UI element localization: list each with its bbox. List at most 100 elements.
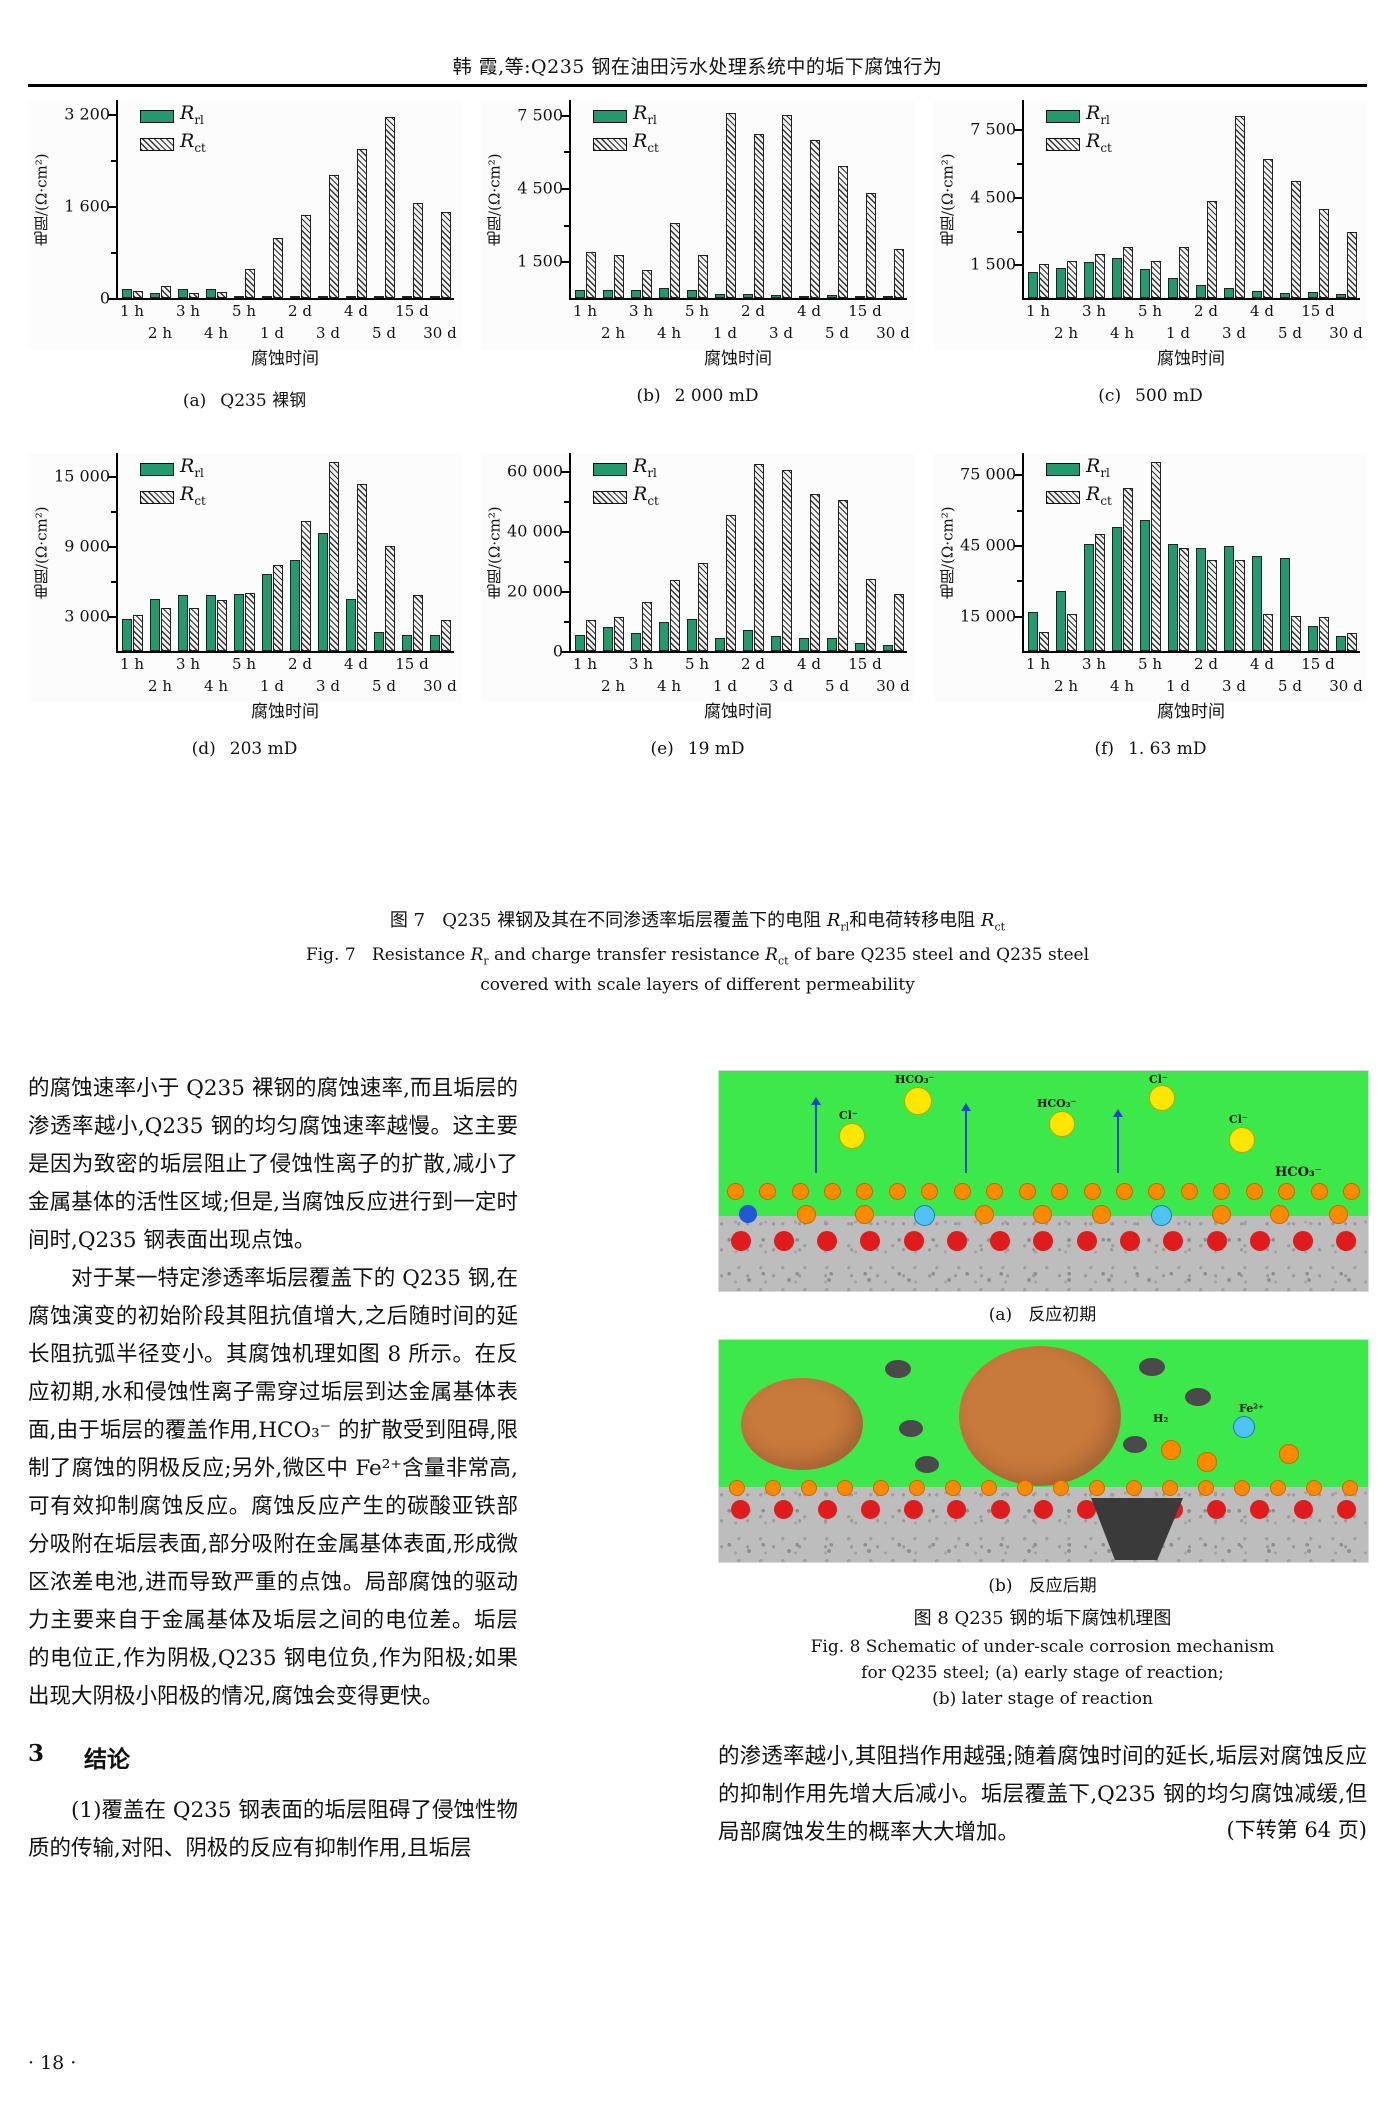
y-tick-mark — [108, 546, 117, 549]
x-tick-label: 4 d — [344, 302, 368, 320]
figure-8-panel-b-caption: (b) 反应后期 — [718, 1571, 1367, 1596]
bar-group-container — [1024, 100, 1360, 298]
y-tick-label: 1 500 — [517, 251, 563, 271]
subcaption-f-label: (f) — [1094, 739, 1115, 759]
y-tick-mark — [561, 591, 570, 593]
x-tick-label: 1 d — [713, 324, 737, 342]
bar-rct — [1038, 263, 1049, 298]
bar-rrl — [826, 638, 837, 651]
bar-rct — [1094, 534, 1105, 651]
legend-swatch — [140, 463, 174, 477]
bar-rct — [893, 594, 904, 651]
bar-rrl — [149, 598, 160, 651]
x-tick-label: 4 d — [1250, 302, 1274, 320]
ferrous-carbonate-6 — [1123, 1436, 1147, 1453]
x-tick-label: 15 d — [1301, 302, 1335, 320]
x-tick-label: 30 d — [1329, 324, 1363, 342]
bar-group — [823, 100, 851, 298]
bar-rrl — [1083, 262, 1094, 298]
x-tick-label: 1 d — [1166, 324, 1190, 342]
figure-8-panel-b-text: 反应后期 — [1028, 1576, 1097, 1596]
y-tick-label: 75 000 — [960, 464, 1016, 484]
bar-rrl — [602, 289, 613, 298]
bar-group — [118, 453, 146, 651]
bar-rct — [132, 290, 143, 298]
x-tick-label: 1 d — [713, 677, 737, 695]
x-tick-label: 2 d — [741, 655, 765, 673]
y-axis-line — [569, 100, 571, 300]
y-tick-label: 1 600 — [64, 196, 110, 216]
legend-swatch — [593, 138, 627, 152]
metal-substrate-band-b — [719, 1500, 1368, 1519]
bar-rct — [1150, 260, 1161, 298]
plot-area — [571, 100, 907, 298]
x-tick-label: 5 d — [825, 324, 849, 342]
x-tick-label: 5 h — [685, 302, 709, 320]
symbol-r-rl: Rrl — [826, 910, 850, 934]
bar-rrl — [1195, 548, 1206, 651]
y-tick-label: 0 — [552, 641, 563, 661]
y-minor-tick-mark — [564, 501, 570, 503]
bar-group — [230, 453, 258, 651]
hco3-label-a1: HCO₃⁻ — [895, 1073, 935, 1086]
bar-group — [1136, 453, 1164, 651]
y-tick-label: 7 500 — [517, 105, 563, 125]
bar-rrl — [686, 619, 697, 651]
y-axis-line — [116, 453, 118, 653]
bar-rct — [244, 269, 255, 298]
bar-group — [1164, 100, 1192, 298]
bar-rct — [188, 607, 199, 651]
left-text-column: 的腐蚀速率小于 Q235 裸钢的腐蚀速率,而且垢层的渗透率越小,Q235 钢的均… — [28, 1070, 518, 1868]
x-axis-title: 腐蚀时间 — [251, 702, 319, 722]
bar-rct — [753, 464, 764, 651]
bar-group — [1080, 100, 1108, 298]
bar-rrl — [177, 289, 188, 298]
bar-rct — [328, 174, 339, 298]
bar-rct — [384, 117, 395, 298]
legend-entry: Rct — [593, 129, 659, 158]
x-tick-label: 4 h — [1110, 324, 1134, 342]
subcaption-d: (d) 203 mD — [28, 739, 461, 759]
y-tick-label: 1 500 — [970, 254, 1016, 274]
h-fe-cluster-band-a — [719, 1205, 1368, 1226]
h-ion-b2 — [1197, 1452, 1217, 1472]
bar-rrl — [233, 593, 244, 651]
bar-rct — [669, 223, 680, 298]
y-axis-tick-labels: 3 000 9 000 15 000 — [48, 453, 116, 653]
bar-rrl — [1223, 546, 1234, 651]
symbol-r-r: Rr — [470, 945, 489, 968]
x-tick-label: 15 d — [1301, 655, 1335, 673]
bar-rrl — [798, 295, 809, 298]
x-tick-label: 3 d — [769, 324, 793, 342]
bar-group — [1052, 100, 1080, 298]
figure-7-caption-cn-mid: 和电荷转移电阻 — [849, 910, 981, 931]
y-tick-label: 4 500 — [970, 187, 1016, 207]
y-axis-line — [116, 100, 118, 300]
x-tick-label: 30 d — [876, 677, 910, 695]
bar-rrl — [429, 634, 440, 651]
bar-group — [627, 453, 655, 651]
x-tick-label: 3 d — [316, 324, 340, 342]
subcaption-a: (a) Q235 裸钢 — [28, 386, 461, 411]
bar-group — [1192, 453, 1220, 651]
x-tick-label: 5 d — [372, 677, 396, 695]
x-tick-label: 5 d — [1278, 324, 1302, 342]
page-number: · 18 · — [28, 2052, 77, 2074]
y-tick-mark — [561, 188, 570, 190]
bar-group — [370, 453, 398, 651]
y-axis-line — [569, 453, 571, 653]
bar-rrl — [261, 296, 272, 298]
bar-rrl — [317, 296, 328, 298]
x-tick-label: 5 h — [1138, 302, 1162, 320]
x-tick-label: 2 d — [1194, 655, 1218, 673]
legend-swatch — [1046, 110, 1080, 124]
legend-label: Rct — [633, 129, 659, 155]
legend-label: Rrl — [633, 455, 657, 480]
figure-8-caption-cn: 图 8 Q235 钢的垢下腐蚀机理图 — [913, 1608, 1172, 1629]
bar-rrl — [1279, 292, 1290, 298]
x-axis-line — [1022, 651, 1360, 653]
chart-legend: Rrl Rct — [593, 104, 659, 160]
